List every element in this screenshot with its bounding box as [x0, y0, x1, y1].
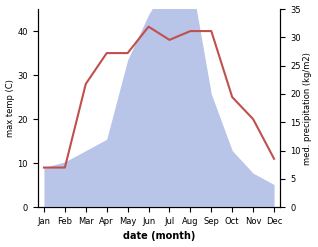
X-axis label: date (month): date (month): [123, 231, 195, 242]
Y-axis label: med. precipitation (kg/m2): med. precipitation (kg/m2): [303, 52, 313, 165]
Y-axis label: max temp (C): max temp (C): [5, 79, 15, 137]
